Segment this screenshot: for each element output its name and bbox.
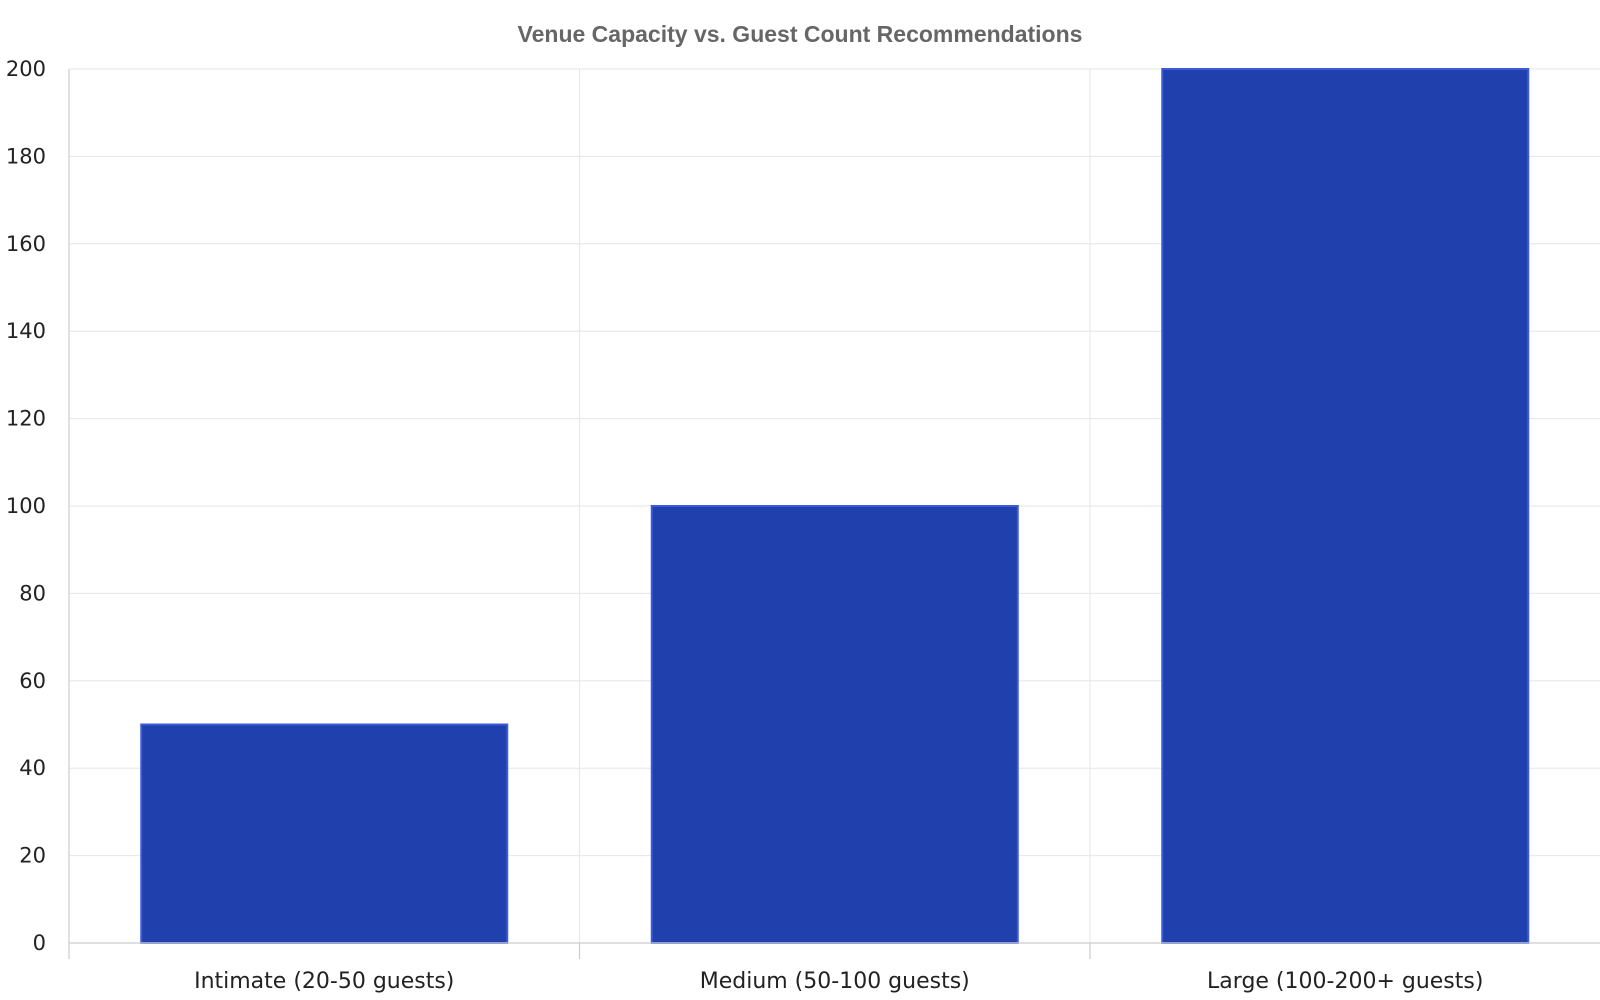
y-tick-label: 20	[19, 844, 46, 868]
y-tick-label: 100	[6, 494, 46, 518]
y-tick-label: 200	[6, 57, 46, 81]
y-tick-label: 140	[6, 319, 46, 343]
bar	[1161, 68, 1530, 944]
y-tick-label: 80	[19, 581, 46, 605]
bars	[140, 68, 1530, 944]
x-tick-label: Medium (50-100 guests)	[700, 969, 970, 994]
y-tick-label: 180	[6, 144, 46, 168]
x-axis-ticks: Intimate (20-50 guests) Medium (50-100 gu…	[194, 969, 1483, 994]
y-tick-label: 60	[19, 669, 46, 693]
y-axis-ticks: 0 20 40 60 80 100 120 140 160 180 200	[6, 57, 46, 955]
y-tick-label: 160	[6, 232, 46, 256]
y-tick-label: 40	[19, 756, 46, 780]
chart-title: Venue Capacity vs. Guest Count Recommend…	[518, 21, 1083, 47]
axes	[68, 69, 1600, 959]
x-tick-label: Large (100-200+ guests)	[1207, 969, 1483, 994]
bar	[140, 723, 509, 944]
x-tick-label: Intimate (20-50 guests)	[194, 969, 454, 994]
y-tick-label: 120	[6, 407, 46, 431]
bar	[650, 505, 1019, 944]
y-tick-label: 0	[33, 931, 46, 955]
